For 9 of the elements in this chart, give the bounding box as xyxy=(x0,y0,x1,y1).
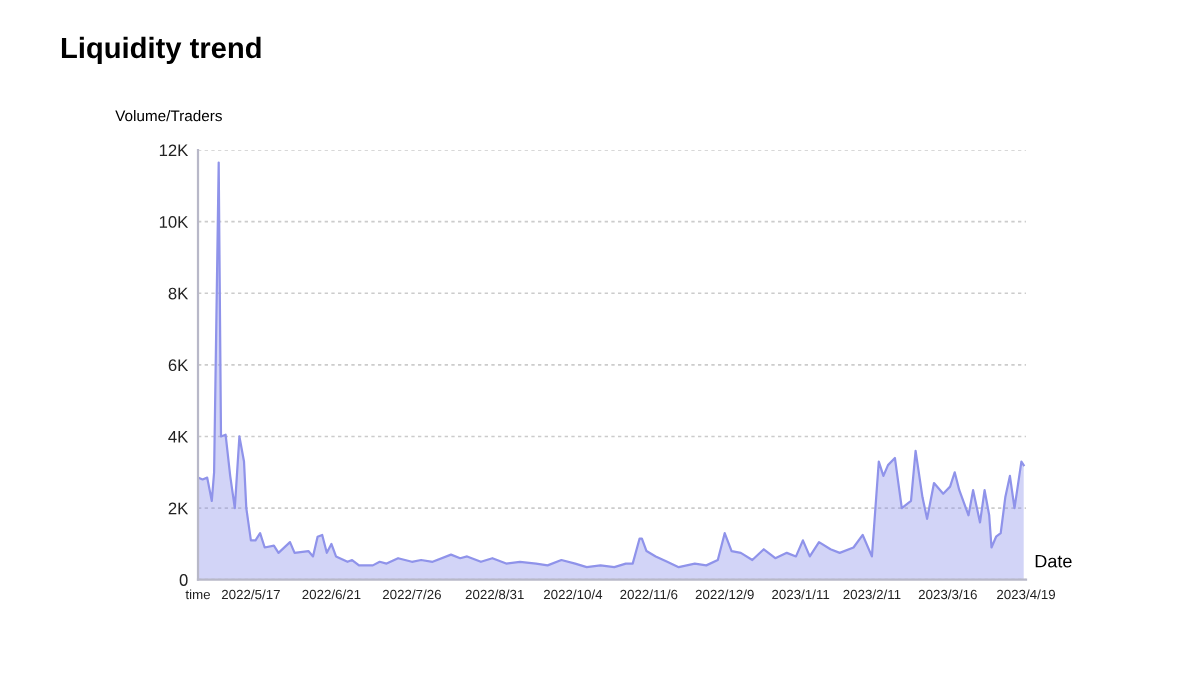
x-axis-title: Date xyxy=(1035,554,1072,568)
y-tick-label: 0 xyxy=(179,574,188,586)
y-tick-label: 4K xyxy=(168,431,189,443)
y-tick-label: 2K xyxy=(168,502,189,515)
y-tick-label: 10K xyxy=(159,216,189,228)
y-tick-label: 12K xyxy=(159,144,189,157)
chart-title: Liquidity trend xyxy=(61,36,261,65)
y-tick-label: 6K xyxy=(168,359,189,372)
y-tick-label: 8K xyxy=(168,287,189,300)
